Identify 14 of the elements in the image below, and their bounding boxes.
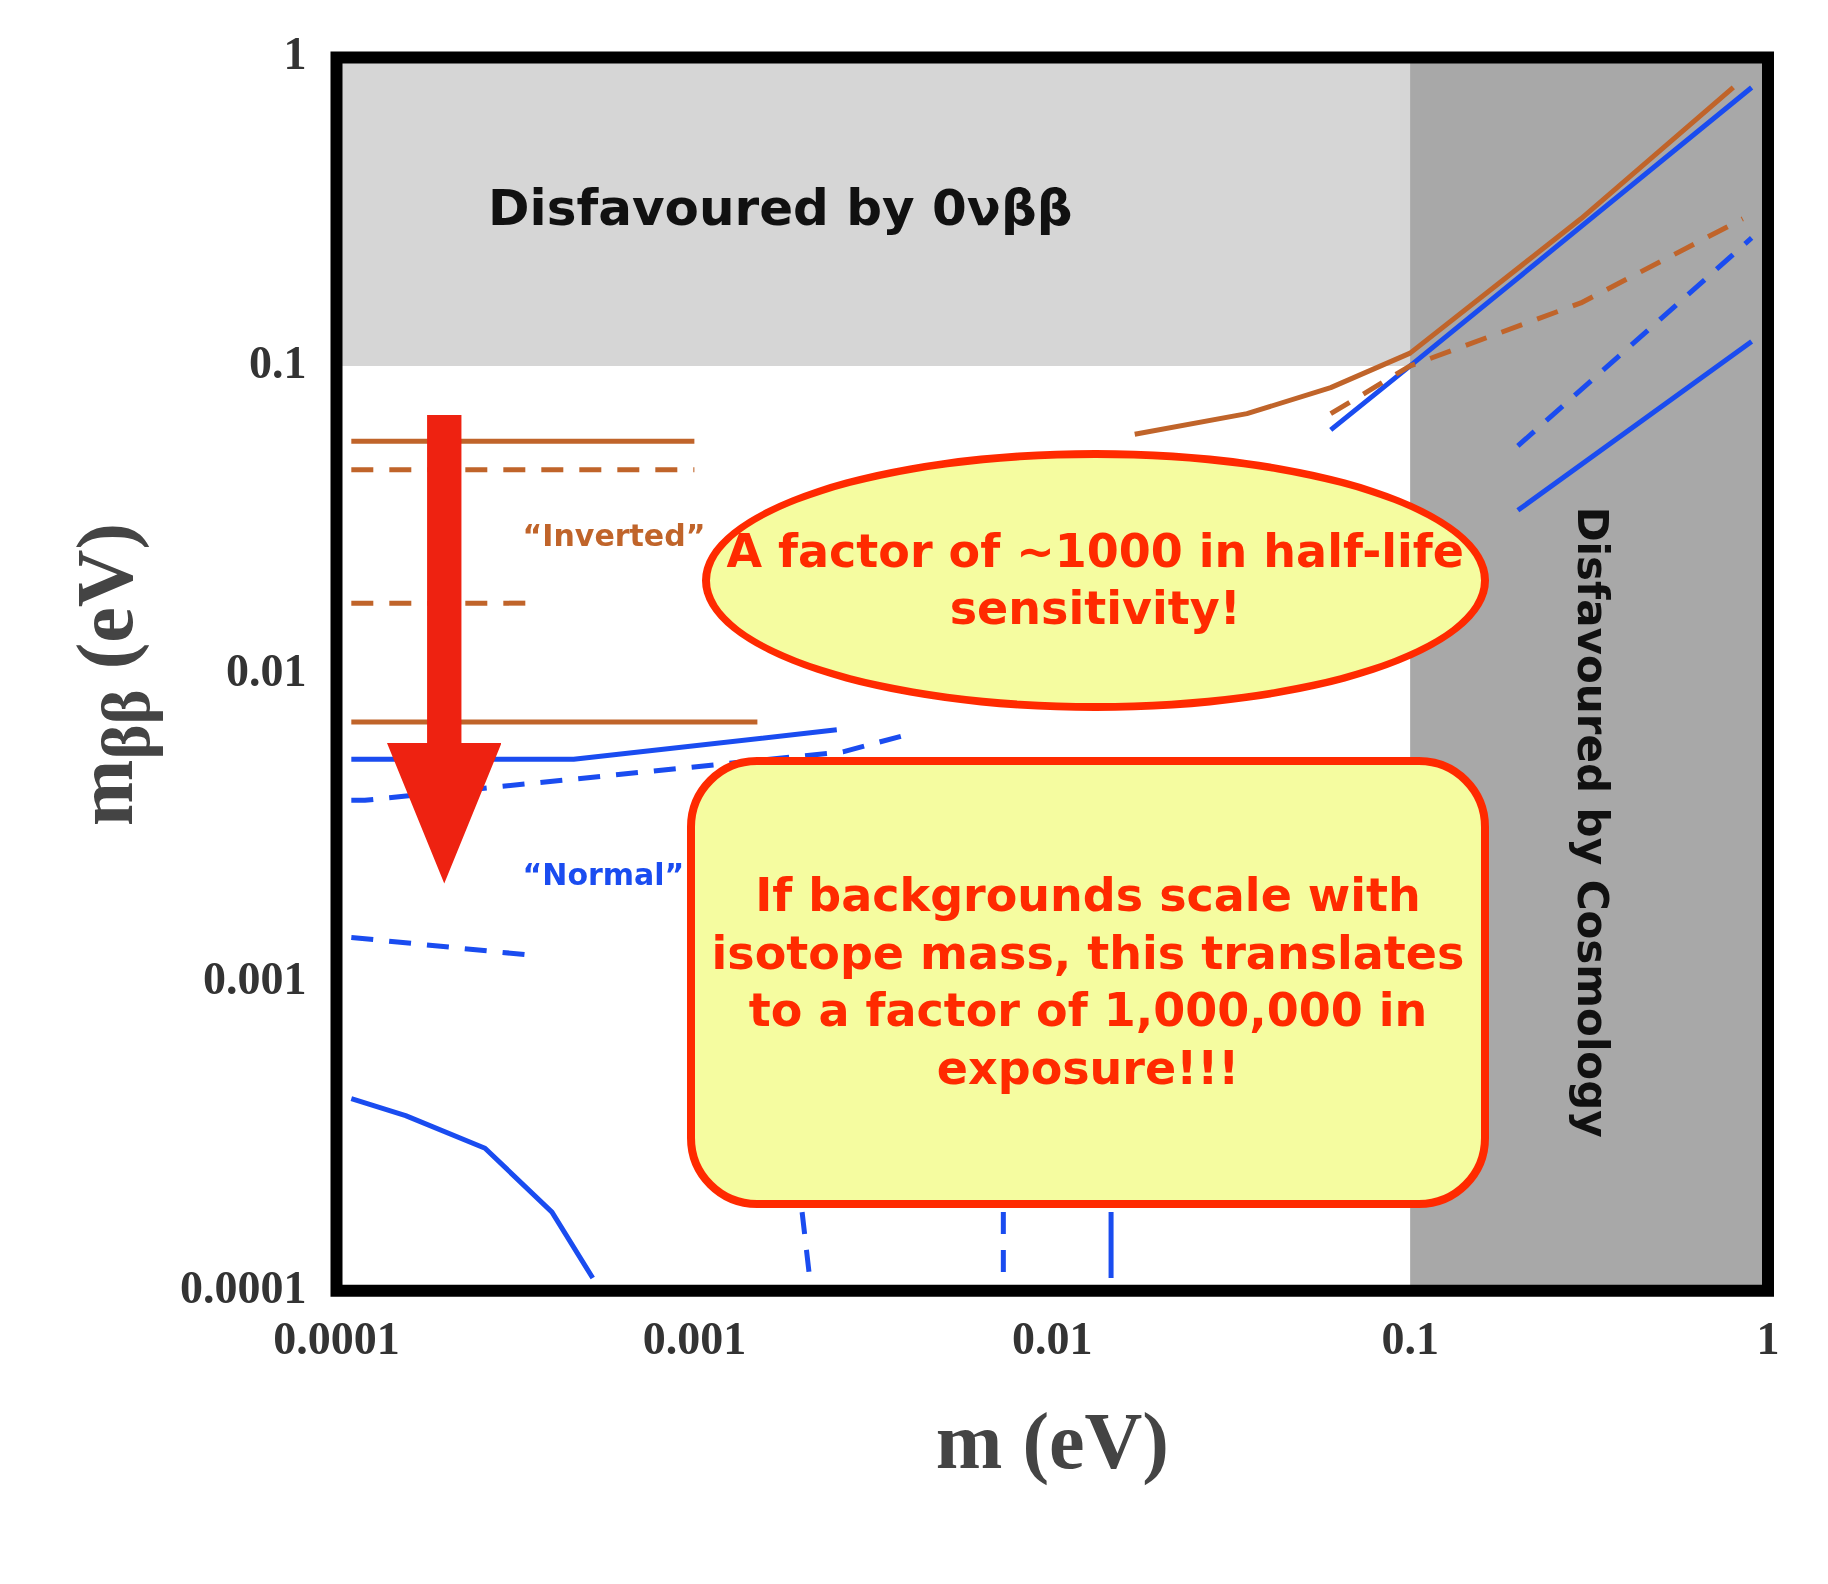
y-tick-label: 0.0001 (180, 1261, 307, 1313)
band-label: Disfavoured by Cosmology (1568, 506, 1618, 1138)
x-tick-label: 0.1 (1381, 1313, 1439, 1365)
x-tick-label: 0.001 (642, 1313, 747, 1365)
y-tick-label: 0.01 (226, 645, 307, 697)
x-axis-title: m (eV) (935, 1395, 1169, 1487)
x-tick-label: 0.01 (1012, 1313, 1093, 1365)
rounded-callout: If backgrounds scale with isotope mass, this translates to a factor of 1,000,000 in exposure!!! (687, 756, 1489, 1209)
y-tick-label: 0.1 (249, 336, 307, 388)
x-tick-label: 1 (1756, 1313, 1780, 1365)
annotation: “Normal” (522, 857, 685, 893)
y-tick-label: 1 (283, 28, 307, 80)
y-tick-label: 0.001 (203, 953, 307, 1005)
band-label: Disfavoured by 0νββ (488, 178, 1073, 237)
